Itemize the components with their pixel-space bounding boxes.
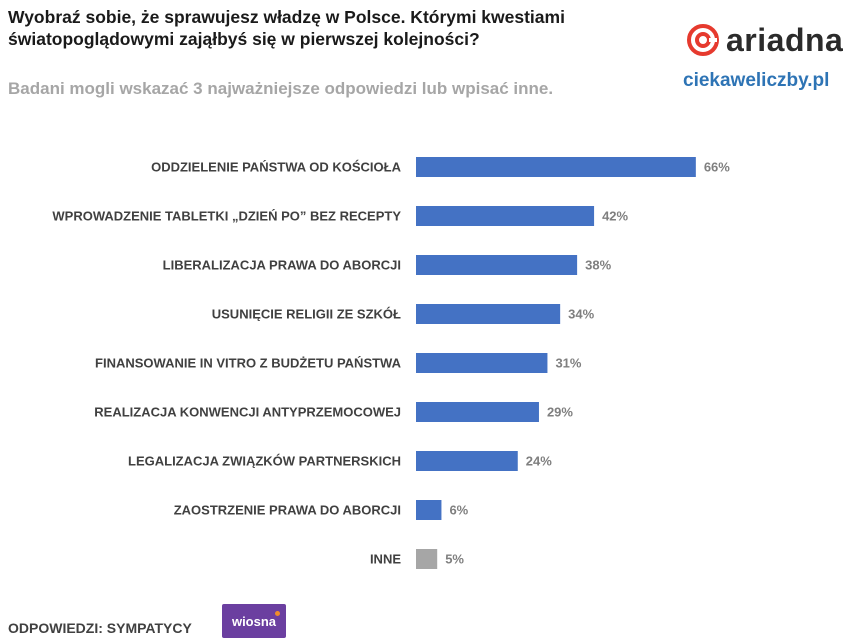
category-label: USUNIĘCIE RELIGII ZE SZKÓŁ bbox=[212, 307, 401, 322]
logo-text: ariadna bbox=[726, 21, 844, 58]
chart-subtitle: Badani mogli wskazać 3 najważniejsze odp… bbox=[8, 79, 554, 98]
value-label: 34% bbox=[568, 307, 594, 322]
category-label: LIBERALIZACJA PRAWA DO ABORCJI bbox=[163, 258, 401, 273]
bar bbox=[416, 500, 442, 520]
value-label: 66% bbox=[704, 160, 730, 175]
ariadna-logo: ariadna bbox=[686, 22, 843, 58]
value-label: 6% bbox=[449, 503, 468, 518]
category-label: INNE bbox=[370, 552, 401, 567]
bar bbox=[416, 255, 578, 275]
category-label: REALIZACJA KONWENCJI ANTYPRZEMOCOWEJ bbox=[94, 405, 401, 420]
bar bbox=[416, 549, 438, 569]
site-url: ciekaweliczby.pl bbox=[683, 70, 830, 91]
value-label: 5% bbox=[445, 552, 464, 567]
value-label: 24% bbox=[526, 454, 552, 469]
category-label: ZAOSTRZENIE PRAWA DO ABORCJI bbox=[174, 503, 401, 518]
category-label: WPROWADZENIE TABLETKI „DZIEŃ PO” BEZ REC… bbox=[52, 209, 401, 224]
value-label: 38% bbox=[585, 258, 611, 273]
category-label: FINANSOWANIE IN VITRO Z BUDŻETU PAŃSTWA bbox=[95, 356, 402, 371]
category-label: ODDZIELENIE PAŃSTWA OD KOŚCIOŁA bbox=[151, 160, 402, 175]
category-label: LEGALIZACJA ZWIĄZKÓW PARTNERSKICH bbox=[128, 454, 401, 469]
bar bbox=[416, 206, 595, 226]
bar bbox=[416, 304, 561, 324]
footer-label: ODPOWIEDZI: SYMPATYCY bbox=[8, 620, 192, 636]
value-label: 29% bbox=[547, 405, 573, 420]
bar bbox=[416, 451, 518, 471]
bar bbox=[416, 402, 539, 422]
badge-text: wiosna bbox=[231, 613, 277, 629]
wiosna-badge: wiosna bbox=[222, 604, 286, 638]
badge-mark-icon bbox=[275, 611, 280, 616]
value-label: 42% bbox=[602, 209, 628, 224]
value-label: 31% bbox=[555, 356, 581, 371]
ariadna-logo-icon bbox=[687, 24, 719, 56]
bar bbox=[416, 353, 548, 373]
bar bbox=[416, 157, 696, 177]
chart-title: Wyobraź sobie, że sprawujesz władzę w Po… bbox=[8, 7, 565, 49]
bar-chart: ODDZIELENIE PAŃSTWA OD KOŚCIOŁA 66% WPROWA… bbox=[52, 157, 730, 569]
